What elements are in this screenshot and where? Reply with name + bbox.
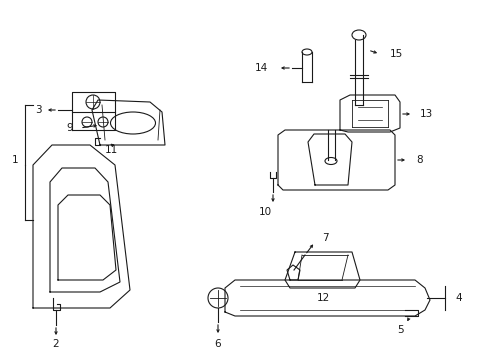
Text: 9: 9	[66, 123, 73, 133]
Text: 14: 14	[254, 63, 267, 73]
Text: 2: 2	[53, 339, 59, 349]
Text: 5: 5	[396, 325, 403, 335]
Text: 12: 12	[316, 293, 329, 303]
Text: 1: 1	[12, 155, 18, 165]
Text: 4: 4	[454, 293, 461, 303]
Text: 3: 3	[35, 105, 41, 115]
Text: 7: 7	[321, 233, 328, 243]
Text: 10: 10	[258, 207, 271, 217]
Text: 6: 6	[214, 339, 221, 349]
Text: 13: 13	[419, 109, 432, 119]
Text: 15: 15	[389, 49, 403, 59]
Text: 8: 8	[415, 155, 422, 165]
Text: 11: 11	[105, 145, 118, 155]
